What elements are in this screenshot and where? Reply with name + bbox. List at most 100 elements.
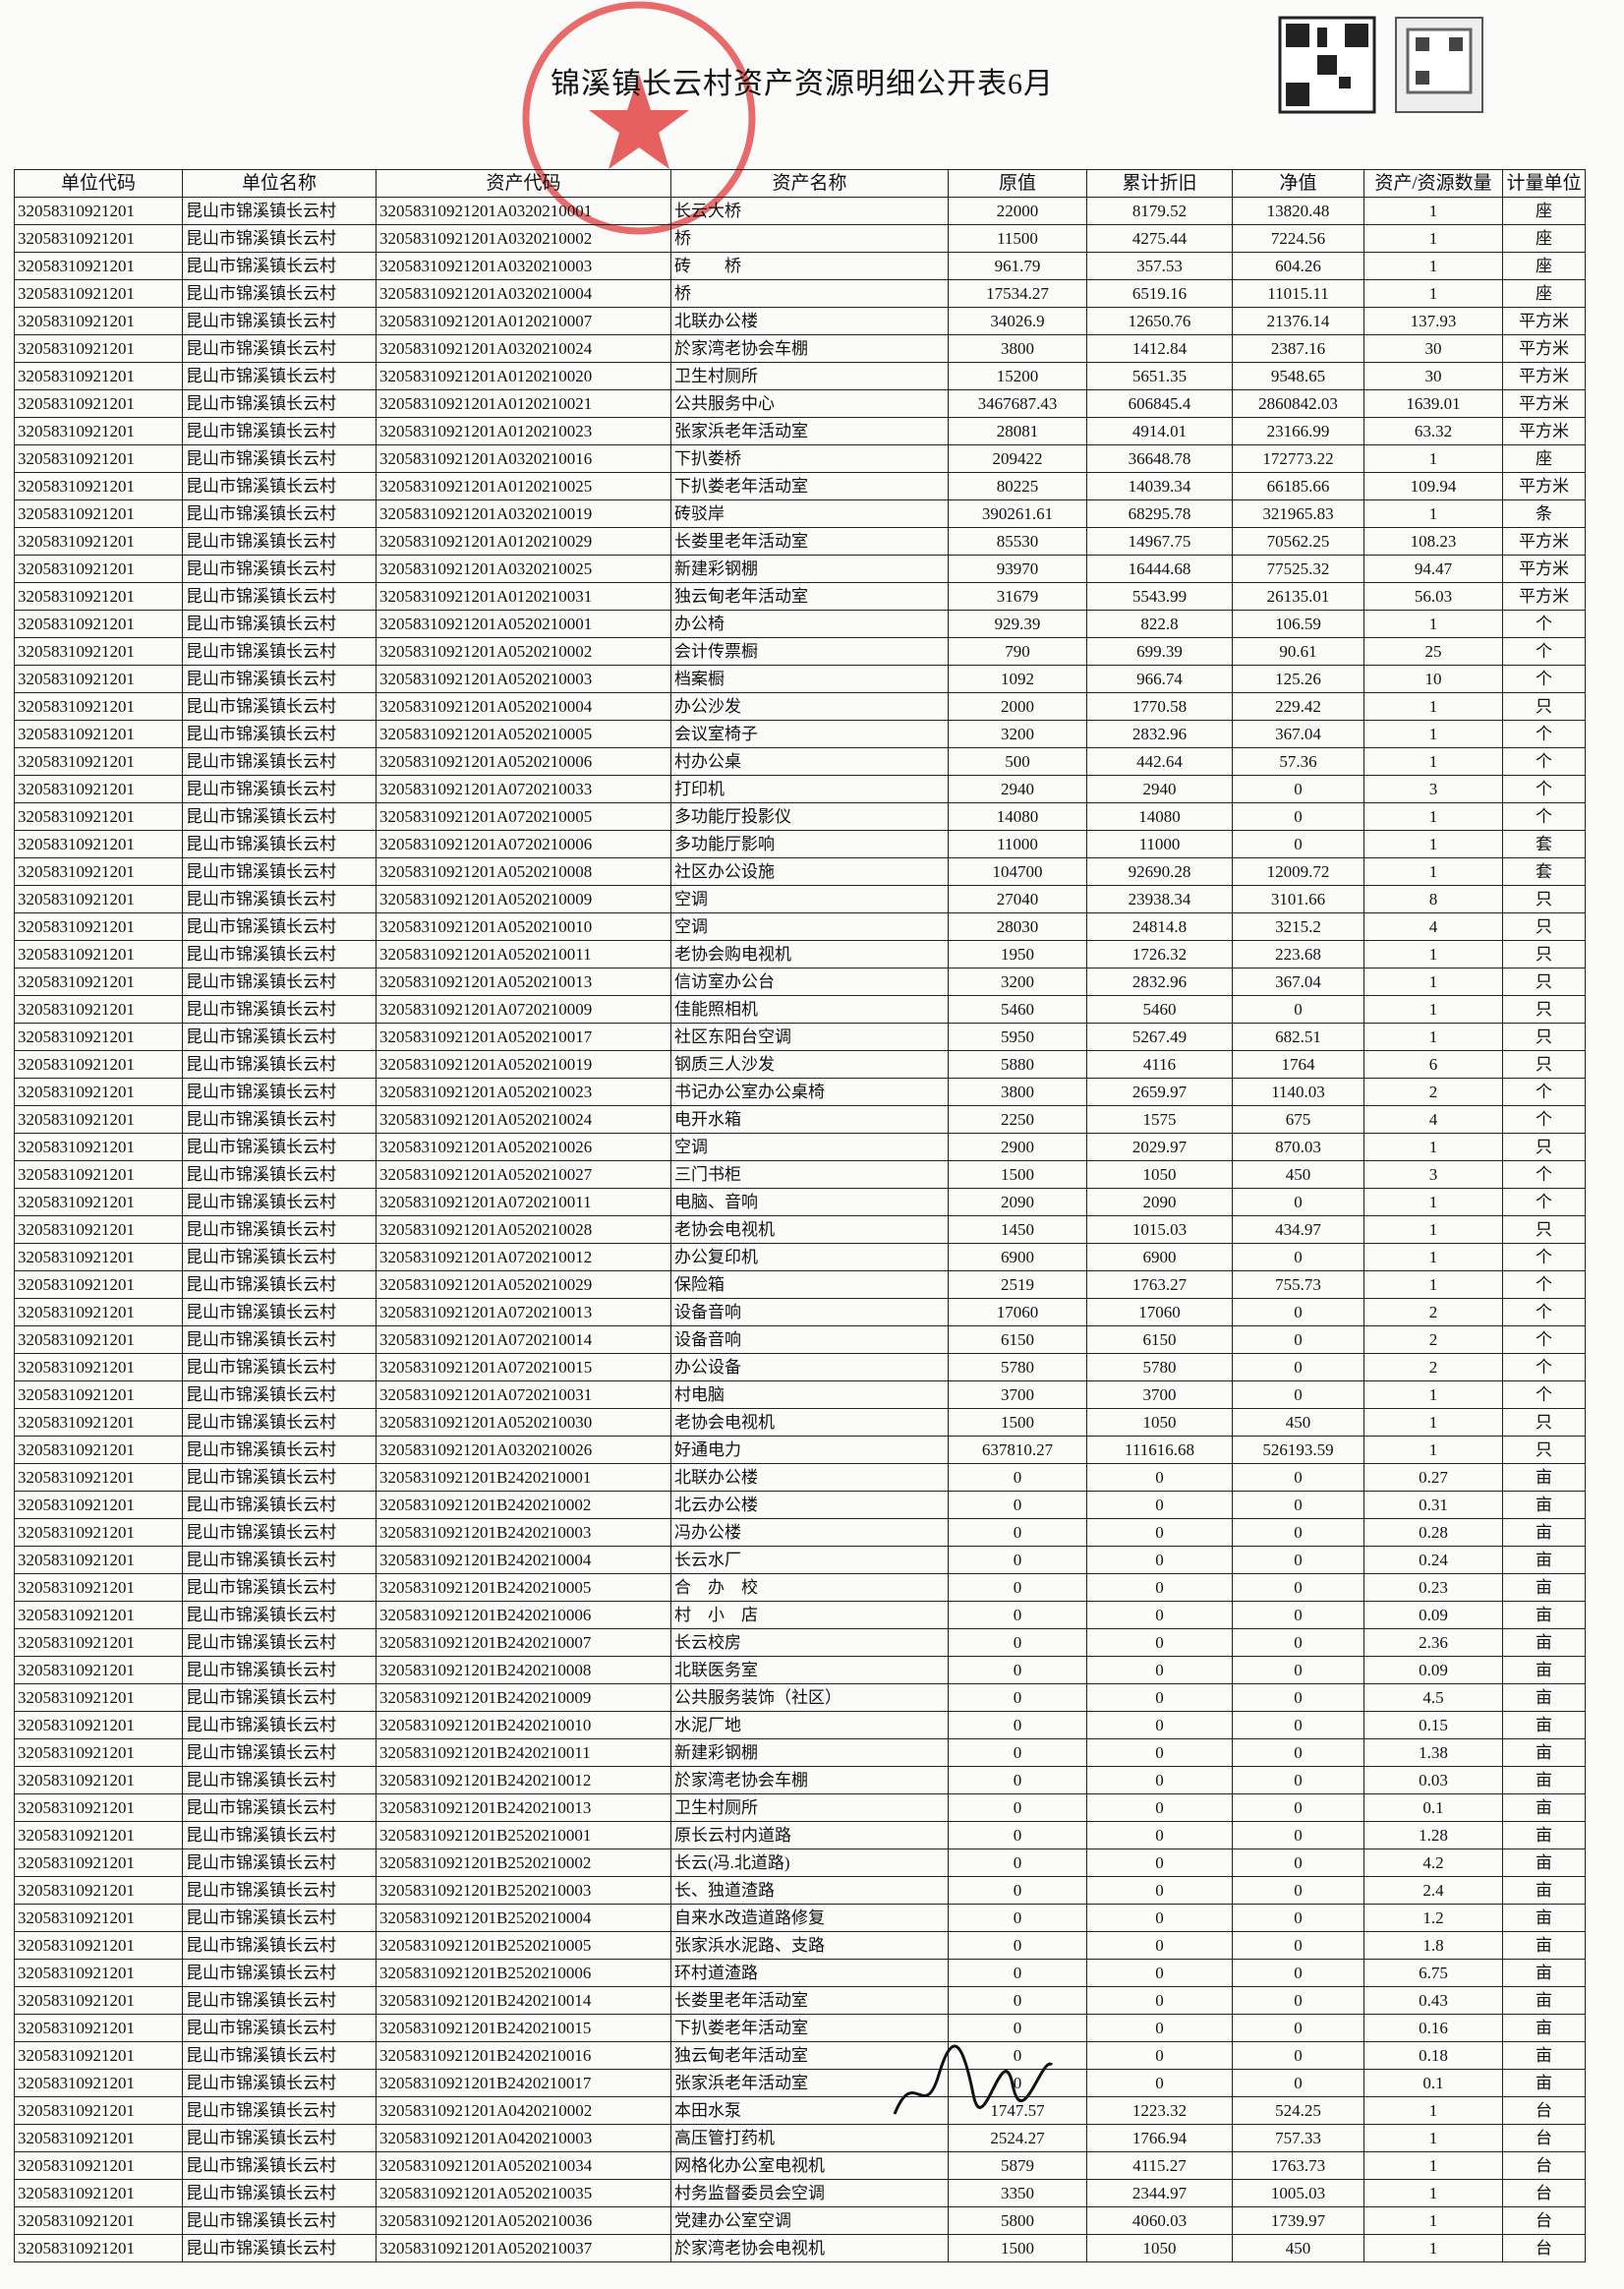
table-cell: 11000	[1086, 830, 1233, 858]
table-cell: 0.1	[1363, 2069, 1503, 2097]
table-cell: 94.47	[1363, 555, 1503, 583]
table-cell: 32058310921201	[14, 692, 183, 721]
table-row: 32058310921201 昆山市锦溪镇长云村 32058310921201A03…	[14, 444, 1586, 473]
table-cell: 32058310921201	[14, 2069, 183, 2097]
table-cell: 社区办公设施	[670, 857, 949, 886]
table-cell: 昆山市锦溪镇长云村	[182, 692, 377, 721]
table-cell: 32058310921201A0520210003	[376, 665, 671, 693]
table-cell: 网格化办公室电视机	[670, 2151, 949, 2180]
table-cell: 0.43	[1363, 1986, 1503, 2015]
table-cell: 2659.97	[1086, 1078, 1233, 1106]
table-cell: 0	[1232, 1904, 1364, 1932]
table-cell: 32058310921201	[14, 2014, 183, 2042]
table-cell: 个	[1502, 1353, 1586, 1381]
table-cell: 0	[1086, 1876, 1233, 1905]
table-cell: 3200	[948, 968, 1087, 996]
table-cell: 21376.14	[1232, 307, 1364, 335]
qr-code	[1278, 16, 1376, 114]
table-cell: 1	[1363, 1380, 1503, 1409]
table-cell: 2.4	[1363, 1876, 1503, 1905]
table-cell: 32058310921201A0320210004	[376, 279, 671, 308]
table-cell: 5543.99	[1086, 582, 1233, 611]
table-cell: 32058310921201A0520210034	[376, 2151, 671, 2180]
table-cell: 32058310921201	[14, 912, 183, 941]
table-cell: 亩	[1502, 1491, 1586, 1519]
table-cell: 32058310921201A0520210026	[376, 1133, 671, 1161]
table-cell: 32058310921201A0720210011	[376, 1188, 671, 1216]
table-cell: 12650.76	[1086, 307, 1233, 335]
table-cell: 1575	[1086, 1105, 1233, 1134]
table-cell: 昆山市锦溪镇长云村	[182, 1353, 377, 1381]
table-cell: 平方米	[1502, 334, 1586, 363]
table-cell: 0	[948, 1628, 1087, 1657]
table-cell: 28030	[948, 912, 1087, 941]
table-row: 32058310921201 昆山市锦溪镇长云村 32058310921201A05…	[14, 692, 1586, 721]
table-row: 32058310921201 昆山市锦溪镇长云村 32058310921201A01…	[14, 527, 1586, 556]
table-cell: 昆山市锦溪镇长云村	[182, 940, 377, 968]
header-cell: 计量单位	[1502, 169, 1586, 198]
table-cell: 32058310921201B2420210011	[376, 1738, 671, 1767]
table-cell: 亩	[1502, 1573, 1586, 1602]
table-row: 32058310921201 昆山市锦溪镇长云村 32058310921201A05…	[14, 1050, 1586, 1079]
table-cell: 5780	[1086, 1353, 1233, 1381]
table-cell: 个	[1502, 665, 1586, 693]
table-cell: 老协会电视机	[670, 1408, 949, 1437]
table-cell: 32058310921201A0720210033	[376, 775, 671, 803]
table-cell: 1	[1363, 857, 1503, 886]
table-cell: 个	[1502, 1160, 1586, 1189]
table-cell: 1223.32	[1086, 2096, 1233, 2125]
table-cell: 昆山市锦溪镇长云村	[182, 747, 377, 776]
table-cell: 32058310921201	[14, 995, 183, 1024]
table-row: 32058310921201 昆山市锦溪镇长云村 32058310921201B25…	[14, 1959, 1586, 1987]
table-cell: 只	[1502, 1050, 1586, 1079]
table-cell: 28081	[948, 417, 1087, 445]
table-row: 32058310921201 昆山市锦溪镇长云村 32058310921201A01…	[14, 389, 1586, 418]
table-cell: 长娄里老年活动室	[670, 527, 949, 556]
table-cell: 平方米	[1502, 362, 1586, 390]
table-cell: 昆山市锦溪镇长云村	[182, 1050, 377, 1079]
table-cell: 32058310921201B2420210014	[376, 1986, 671, 2015]
table-cell: 2940	[948, 775, 1087, 803]
table-cell: 1500	[948, 2234, 1087, 2262]
table-cell: 昆山市锦溪镇长云村	[182, 1876, 377, 1905]
table-cell: 32058310921201	[14, 2124, 183, 2152]
table-cell: 新建彩钢棚	[670, 1738, 949, 1767]
table-cell: 於家湾老协会车棚	[670, 334, 949, 363]
table-cell: 32058310921201A0720210015	[376, 1353, 671, 1381]
table-cell: 32058310921201	[14, 1849, 183, 1877]
table-cell: 450	[1232, 1160, 1364, 1189]
table-cell: 1766.94	[1086, 2124, 1233, 2152]
table-cell: 昆山市锦溪镇长云村	[182, 1188, 377, 1216]
table-cell: 11015.11	[1232, 279, 1364, 308]
table-cell: 昆山市锦溪镇长云村	[182, 885, 377, 913]
table-cell: 0.28	[1363, 1518, 1503, 1547]
table-cell: 209422	[948, 444, 1087, 473]
table-cell: 座	[1502, 197, 1586, 225]
table-cell: 空调	[670, 1133, 949, 1161]
table-cell: 桥	[670, 279, 949, 308]
table-cell: 32058310921201A0720210006	[376, 830, 671, 858]
table-cell: 亩	[1502, 1711, 1586, 1739]
table-row: 32058310921201 昆山市锦溪镇长云村 32058310921201A05…	[14, 2179, 1586, 2207]
table-cell: 环村道渣路	[670, 1959, 949, 1987]
table-cell: 604.26	[1232, 252, 1364, 280]
table-cell: 0	[948, 1463, 1087, 1492]
table-cell: 6150	[948, 1325, 1087, 1354]
table-cell: 32058310921201B2420210002	[376, 1491, 671, 1519]
table-cell: 1764	[1232, 1050, 1364, 1079]
table-cell: 1639.01	[1363, 389, 1503, 418]
table-cell: 23938.34	[1086, 885, 1233, 913]
table-cell: 32058310921201A0520210001	[376, 610, 671, 638]
table-cell: 32058310921201A0520210024	[376, 1105, 671, 1134]
table-cell: 1726.32	[1086, 940, 1233, 968]
table-row: 32058310921201 昆山市锦溪镇长云村 32058310921201B24…	[14, 1491, 1586, 1519]
table-cell: 老协会电视机	[670, 1215, 949, 1244]
table-cell: 公共服务装饰（社区）	[670, 1683, 949, 1712]
table-cell: 设备音响	[670, 1325, 949, 1354]
table-cell: 下扒娄桥	[670, 444, 949, 473]
table-cell: 32058310921201	[14, 1408, 183, 1437]
table-cell: 32058310921201A0320210002	[376, 224, 671, 253]
table-cell: 1	[1363, 692, 1503, 721]
table-cell: 1770.58	[1086, 692, 1233, 721]
table-cell: 0	[948, 1766, 1087, 1794]
